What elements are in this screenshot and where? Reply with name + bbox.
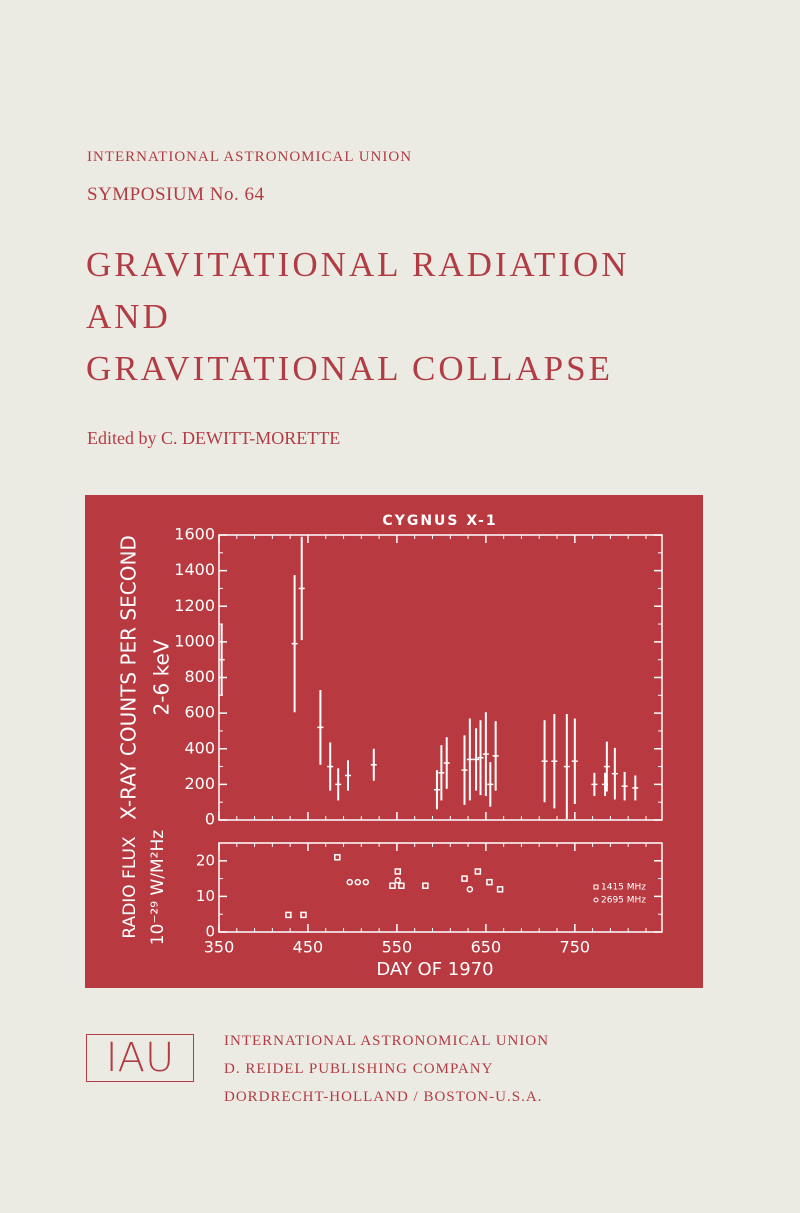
title-line: GRAVITATIONAL COLLAPSE xyxy=(86,349,613,388)
y-axis-label: RADIO FLUX xyxy=(120,836,140,938)
point xyxy=(346,878,354,886)
x-tick-label: 750 xyxy=(560,938,591,957)
point xyxy=(394,868,402,875)
point xyxy=(300,911,307,919)
point xyxy=(362,878,370,886)
chart-background xyxy=(85,495,703,988)
publisher-line: D. REIDEL PUBLISHING COMPANY xyxy=(224,1061,494,1077)
x-tick-label: 650 xyxy=(471,938,502,957)
x-tick-label: 350 xyxy=(204,938,235,957)
y-tick-label: 800 xyxy=(184,667,215,686)
point xyxy=(461,875,468,882)
y-tick-label: 0 xyxy=(205,810,215,829)
x-axis-label: DAY OF 1970 xyxy=(376,959,493,980)
y-axis-label: X-RAY COUNTS PER SECOND xyxy=(117,535,141,820)
point xyxy=(394,877,402,884)
point xyxy=(466,886,474,893)
plot-frame xyxy=(218,842,663,933)
y-tick-label: 600 xyxy=(184,703,215,722)
symposium: SYMPOSIUM No. 64 xyxy=(87,184,265,205)
point xyxy=(398,882,405,889)
chart: CYGNUS X-102004006008001000120014001600X… xyxy=(85,495,703,988)
point xyxy=(496,886,504,893)
legend-marker xyxy=(593,884,599,890)
editor: Edited by C. DEWITT-MORETTE xyxy=(87,428,341,448)
chart-title: CYGNUS X-1 xyxy=(382,513,497,529)
x-tick-label: 450 xyxy=(293,938,324,957)
publisher-line: INTERNATIONAL ASTRONOMICAL UNION xyxy=(224,1033,550,1049)
y-tick-label: 400 xyxy=(184,738,215,757)
y-axis-label: 2-6 keV xyxy=(150,639,174,715)
y-tick-label: 1000 xyxy=(174,631,215,650)
point xyxy=(422,882,429,889)
title-line: GRAVITATIONAL RADIATION xyxy=(86,245,630,284)
y-tick-label: 20 xyxy=(196,851,215,869)
y-tick-label: 200 xyxy=(184,774,215,793)
legend-label: 1415 MHz xyxy=(601,883,646,893)
point xyxy=(486,878,493,886)
point xyxy=(474,868,482,875)
point xyxy=(389,882,396,889)
publisher-line: DORDRECHT-HOLLAND / BOSTON-U.S.A. xyxy=(224,1089,543,1105)
y-tick-label: 1400 xyxy=(174,560,215,579)
legend-label: 2695 MHz xyxy=(601,896,646,906)
point xyxy=(354,878,362,886)
y-tick-label: 0 xyxy=(205,923,215,941)
logo: IAU xyxy=(86,1034,194,1082)
y-tick-label: 1200 xyxy=(174,596,215,615)
legend-marker xyxy=(593,897,599,903)
title-line: AND xyxy=(86,297,171,336)
point xyxy=(334,853,341,861)
organization: INTERNATIONAL ASTRONOMICAL UNION xyxy=(87,149,413,165)
y-tick-label: 1600 xyxy=(174,525,215,544)
y-axis-label: 10⁻²⁹ W/M²Hz xyxy=(148,830,168,945)
y-tick-label: 10 xyxy=(196,887,215,905)
x-tick-label: 550 xyxy=(382,938,413,957)
point xyxy=(285,911,292,919)
